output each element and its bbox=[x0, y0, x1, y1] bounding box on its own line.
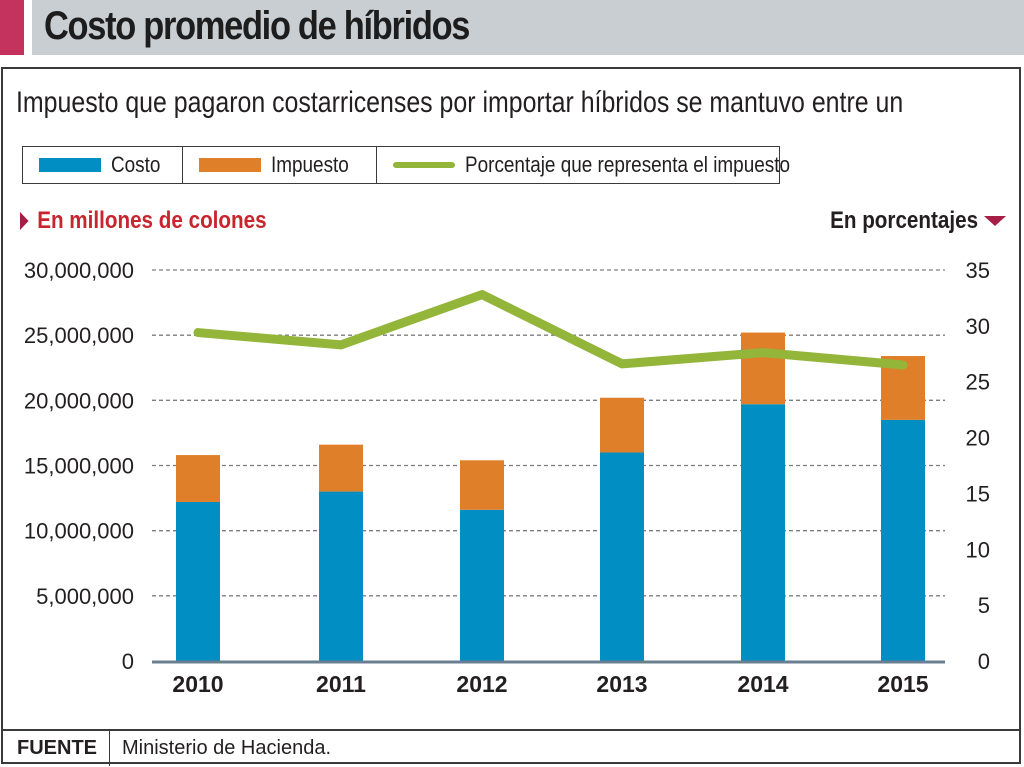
bar-costo-2010 bbox=[176, 501, 220, 661]
x-tick-label: 2014 bbox=[737, 671, 788, 697]
gridlines bbox=[152, 269, 945, 597]
x-tick-label: 2015 bbox=[877, 671, 928, 697]
left-tick-label: 10,000,000 bbox=[24, 519, 134, 544]
legend-label: Porcentaje que representa el impuesto bbox=[464, 152, 790, 177]
bar-costo-2011 bbox=[319, 491, 363, 661]
chart-plot: 30,000,000 25,000,000 20,000,000 15,000,000… bbox=[24, 258, 990, 697]
bar-impuesto-2011 bbox=[319, 444, 363, 492]
left-tick-label: 30,000,000 bbox=[24, 258, 134, 283]
bar-costo-2013 bbox=[600, 452, 644, 661]
title-bar: Costo promedio de híbridos bbox=[0, 0, 1024, 55]
bars bbox=[176, 332, 925, 661]
right-tick-label: 0 bbox=[978, 649, 990, 674]
chart-frame bbox=[1, 67, 1021, 764]
chart-title: Costo promedio de híbridos bbox=[44, 4, 470, 48]
right-tick-label: 35 bbox=[966, 258, 990, 283]
legend-swatch-costo bbox=[39, 158, 101, 172]
legend-swatch-porcentaje bbox=[392, 162, 455, 168]
right-tick-label: 30 bbox=[966, 314, 990, 339]
left-axis-ticks: 30,000,000 25,000,000 20,000,000 15,000,000… bbox=[24, 258, 134, 674]
left-tick-label: 25,000,000 bbox=[24, 323, 134, 348]
legend-item-costo: Costo bbox=[23, 147, 184, 183]
line-porcentaje bbox=[193, 290, 908, 370]
right-tick-label: 25 bbox=[966, 370, 990, 395]
x-tick-label: 2012 bbox=[456, 671, 507, 697]
right-tick-label: 10 bbox=[966, 537, 990, 562]
x-tick-label: 2013 bbox=[596, 671, 647, 697]
right-axis-title-text: En porcentajes bbox=[830, 207, 978, 234]
right-axis-title: En porcentajes bbox=[806, 207, 1006, 235]
triangle-right-icon bbox=[20, 212, 29, 230]
x-tick-label: 2010 bbox=[172, 671, 223, 697]
bar-costo-2015 bbox=[881, 419, 925, 661]
percentage-line bbox=[193, 290, 908, 370]
legend-label: Impuesto bbox=[271, 152, 350, 177]
right-tick-label: 20 bbox=[966, 426, 990, 451]
left-tick-label: 20,000,000 bbox=[24, 388, 134, 413]
legend-swatch-impuesto bbox=[199, 158, 262, 172]
right-tick-label: 5 bbox=[978, 593, 990, 618]
title-background bbox=[32, 0, 1024, 55]
right-axis-ticks: 35 30 25 20 15 10 5 0 bbox=[966, 258, 990, 674]
right-tick-label: 15 bbox=[966, 481, 990, 506]
source-text: Ministerio de Hacienda. bbox=[122, 737, 331, 759]
bar-impuesto-2014 bbox=[741, 332, 785, 405]
bar-impuesto-2013 bbox=[600, 397, 644, 453]
legend-item-impuesto: Impuesto bbox=[183, 147, 377, 183]
left-tick-label: 0 bbox=[122, 649, 134, 674]
left-axis-title-text: En millones de colones bbox=[37, 207, 267, 234]
legend: Costo Impuesto Porcentaje que representa… bbox=[22, 146, 790, 184]
bar-costo-2012 bbox=[460, 509, 504, 661]
legend-label: Costo bbox=[111, 152, 161, 177]
legend-item-porcentaje: Porcentaje que representa el impuesto bbox=[377, 147, 790, 183]
triangle-down-icon bbox=[984, 216, 1006, 226]
bar-costo-2014 bbox=[741, 404, 785, 661]
x-tick-label: 2011 bbox=[316, 671, 366, 697]
left-axis-title: En millones de colones bbox=[20, 207, 267, 235]
bar-impuesto-2010 bbox=[176, 455, 220, 502]
bar-impuesto-2012 bbox=[460, 460, 504, 510]
left-tick-label: 15,000,000 bbox=[24, 454, 134, 479]
x-axis-ticks: 2010 2011 2012 2013 2014 2015 bbox=[172, 671, 928, 697]
chart-subtitle: Impuesto que pagaron costarricenses por … bbox=[16, 86, 904, 119]
source-label: FUENTE bbox=[1, 731, 110, 766]
title-accent bbox=[0, 0, 24, 55]
source-bar: FUENTE Ministerio de Hacienda. bbox=[1, 729, 1021, 766]
left-tick-label: 5,000,000 bbox=[36, 584, 134, 609]
